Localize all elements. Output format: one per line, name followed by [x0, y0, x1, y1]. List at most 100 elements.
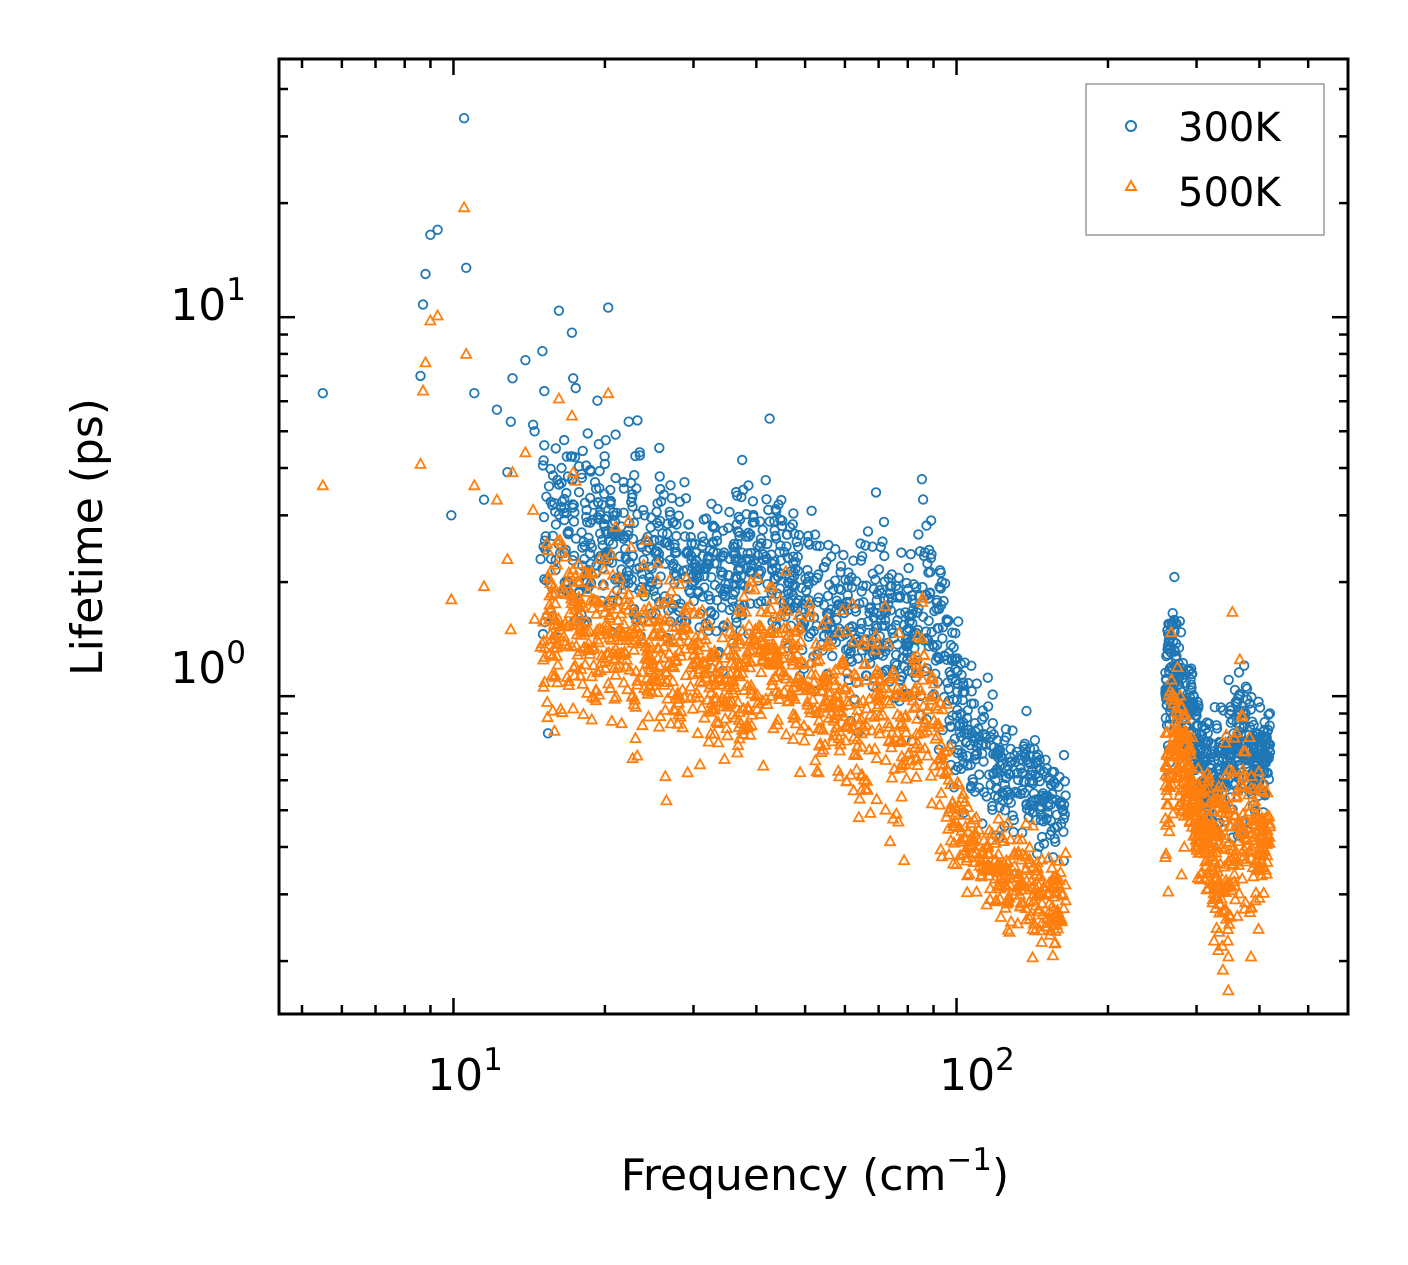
point-500k-1622 [1159, 846, 1173, 859]
point-500k-837 [717, 651, 731, 663]
point-500k-1463 [1172, 797, 1186, 810]
point-300k-1184 [952, 678, 964, 690]
point-500k-1019 [855, 726, 869, 739]
point-500k-1128 [756, 652, 770, 665]
point-300k-1101 [989, 790, 1001, 802]
point-500k-1774 [1215, 939, 1229, 951]
point-500k-872 [536, 652, 550, 665]
point-500k-855 [708, 702, 722, 715]
point-500k-898 [628, 731, 643, 744]
point-500k-638 [911, 736, 925, 749]
point-500k-231 [908, 681, 922, 693]
point-500k-1279 [804, 681, 818, 694]
point-500k-1244 [572, 606, 586, 619]
point-500k-1271 [794, 673, 808, 685]
point-500k-1598 [1236, 762, 1250, 775]
point-500k-1124 [925, 796, 939, 809]
point-500k-1278 [740, 644, 754, 657]
point-300k-965 [746, 560, 757, 571]
point-500k-515 [690, 651, 704, 664]
point-300k-812 [879, 550, 890, 562]
point-300k-688 [683, 519, 695, 530]
point-500k-1161 [804, 666, 818, 679]
point-300k-1198 [667, 603, 678, 614]
data-points [316, 112, 1277, 996]
point-300k-1290 [884, 588, 896, 599]
point-300k-901 [539, 574, 550, 585]
point-300k-1182 [896, 547, 907, 558]
point-300k-1255 [605, 495, 617, 507]
point-300k-1829 [469, 388, 480, 399]
point-500k-1781 [1173, 749, 1187, 762]
point-500k-1016 [972, 822, 986, 835]
point-500k-881 [988, 836, 1003, 848]
point-500k-684 [754, 665, 768, 677]
point-500k-1801 [1221, 983, 1235, 996]
point-300k-781 [709, 558, 720, 569]
point-500k-1829 [467, 478, 481, 491]
point-500k-250 [725, 694, 739, 707]
point-500k-1370 [1168, 714, 1182, 727]
point-500k-810 [777, 621, 791, 634]
point-500k-1789 [1260, 785, 1274, 798]
point-500k-799 [678, 641, 692, 654]
point-500k-526 [576, 676, 590, 689]
point-300k-605 [965, 759, 976, 771]
point-500k-1261 [647, 660, 661, 673]
point-500k-369 [550, 557, 564, 570]
point-300k-1265 [800, 573, 811, 585]
point-300k-722 [720, 578, 731, 590]
point-500k-820 [870, 792, 884, 805]
point-500k-457 [755, 630, 769, 643]
point-500k-1512 [1251, 922, 1266, 934]
point-300k-1091 [775, 514, 786, 525]
point-500k-670 [620, 652, 634, 665]
point-500k-1017 [551, 657, 565, 670]
point-500k-1121 [991, 847, 1005, 860]
point-300k-1112 [931, 597, 943, 608]
point-500k-819 [883, 834, 897, 847]
point-500k-1641 [1228, 892, 1242, 905]
point-500k-916 [1026, 818, 1040, 831]
point-500k-1548 [1173, 688, 1187, 701]
point-500k-1096 [547, 723, 561, 736]
point-500k-1672 [1238, 895, 1252, 908]
series-500k [316, 200, 1277, 996]
point-300k-1826 [446, 510, 457, 521]
point-300k-758 [971, 678, 983, 689]
point-500k-1110 [663, 572, 677, 585]
point-500k-1807 [1193, 822, 1207, 835]
point-500k-770 [1059, 893, 1073, 906]
point-500k-1272 [855, 767, 869, 780]
point-500k-1058 [735, 604, 749, 617]
point-300k-1851 [654, 471, 665, 482]
point-500k-1735 [1173, 768, 1187, 781]
point-500k-1101 [1056, 886, 1070, 899]
point-500k-1759 [1218, 735, 1232, 748]
point-500k-991 [794, 634, 808, 647]
point-500k-570 [671, 686, 685, 698]
point-300k-1762 [1164, 644, 1175, 655]
point-500k-817 [858, 656, 872, 669]
point-500k-951 [792, 619, 806, 632]
point-300k-1141 [963, 677, 974, 689]
point-500k-653 [640, 533, 654, 545]
point-300k-1224 [824, 608, 835, 619]
point-500k-409 [853, 791, 867, 804]
point-500k-365 [585, 712, 599, 725]
point-500k-1491 [1232, 834, 1246, 846]
point-500k-1106 [658, 703, 672, 715]
point-500k-769 [672, 577, 686, 589]
point-500k-740 [651, 674, 665, 687]
point-500k-1236 [1032, 904, 1046, 917]
point-300k-672 [664, 509, 676, 521]
point-500k-1405 [1191, 870, 1205, 883]
point-500k-199 [698, 665, 712, 678]
point-500k-1248 [756, 635, 770, 648]
point-500k-380 [657, 639, 671, 652]
point-300k-1066 [711, 595, 723, 606]
point-500k-962 [658, 769, 672, 782]
point-300k-754 [907, 604, 919, 616]
point-500k-197 [812, 652, 826, 665]
point-300k-678 [921, 520, 932, 531]
